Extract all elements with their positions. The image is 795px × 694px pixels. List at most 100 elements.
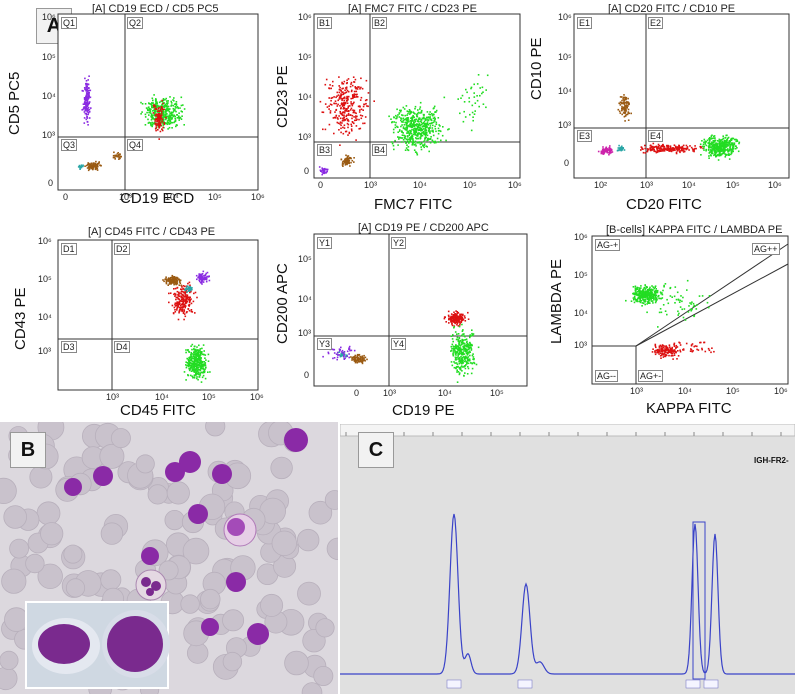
y-tick: 10⁴ [298,294,312,304]
plot-kappa-lambda: [B-cells] KAPPA FITC / LAMBDA PE LAMBDA … [528,222,795,420]
plot-title: [A] CD20 FITC / CD10 PE [608,3,736,15]
y-tick: 10³ [574,340,588,350]
y-tick: 0 [564,158,570,168]
x-axis-label: CD19 PE [392,402,455,419]
quadrant-label: AG+- [638,370,664,382]
x-axis-label: FMC7 FITC [374,196,453,213]
quadrant-label: B1 [317,17,333,29]
plot-cd20-cd10: [A] CD20 FITC / CD10 PE CD10 PE CD20 FIT… [528,0,795,213]
plot-cd19-cd200: [A] CD19 PE / CD200 APC CD200 APC CD19 P… [268,222,533,420]
x-axis-label: CD20 FITC [626,196,702,213]
plot-fmc7-cd23: [A] FMC7 FITC / CD23 PE CD23 PE FMC7 FIT… [268,0,533,213]
y-tick: 10⁴ [42,91,56,101]
y-tick: 10⁶ [38,236,52,246]
x-tick: 10³ [364,180,378,190]
x-tick: 10⁴ [682,180,696,190]
panel-b-label: B [10,432,46,468]
quadrant-label: B4 [372,144,388,156]
quadrant-label: E1 [577,17,593,29]
plot-cd19-cd5: [A] CD19 ECD / CD5 PC5 CD5 PC5 CD19 ECD … [0,0,265,210]
quadrant-label: B3 [317,144,333,156]
x-tick: 10⁶ [768,180,782,190]
x-tick: 10⁵ [490,388,504,398]
quadrant-label: Q4 [127,139,144,151]
x-tick: 10³ [383,388,397,398]
x-axis-label: CD45 FITC [120,402,196,419]
panel-a: A [A] CD19 ECD / CD5 PC5 CD5 PC5 CD19 EC… [0,0,795,420]
y-tick: 10⁵ [38,274,52,284]
x-tick: 10⁵ [726,180,740,190]
y-tick: 10³ [298,328,312,338]
scatter-plot [313,233,528,387]
scatter-plot [573,13,790,179]
x-tick: 10⁵ [208,192,222,202]
plot-title: [A] CD19 PE / CD200 APC [358,222,489,234]
quadrant-label: E3 [577,130,593,142]
y-tick: 10⁵ [42,52,56,62]
electropherogram [340,424,795,694]
quadrant-label: D3 [61,341,77,353]
scatter-plot [313,13,521,179]
x-tick: 10⁶ [251,192,265,202]
y-tick: 10³ [42,130,56,140]
y-tick: 10³ [298,132,312,142]
x-tick: 10⁶ [250,392,264,402]
x-tick: 10⁵ [463,180,477,190]
quadrant-label: Y2 [391,237,407,249]
quadrant-label: Y4 [391,338,407,350]
quadrant-label: E2 [648,17,664,29]
y-tick: 0 [304,370,310,380]
quadrant-label: D1 [61,243,77,255]
y-tick: 10³ [558,120,572,130]
x-tick: 10⁶ [508,180,522,190]
scatter-plot [57,13,259,191]
y-tick: 10⁶ [298,12,312,22]
quadrant-label: Q2 [127,17,144,29]
quadrant-label: AG-+ [595,239,621,251]
x-tick: 10⁴ [155,392,169,402]
x-tick: 10² [594,180,608,190]
quadrant-label: AG++ [752,243,780,255]
blood-smear-image [0,422,338,694]
panel-b-smear: B [0,422,338,694]
y-tick: 10⁵ [574,270,588,280]
y-tick: 0 [304,166,310,176]
y-tick: 10⁵ [298,254,312,264]
y-tick: 10⁴ [574,308,588,318]
plot-title: [B-cells] KAPPA FITC / LAMBDA PE [606,224,783,236]
x-tick: 10³ [119,192,133,202]
quadrant-label: D2 [114,243,130,255]
plot-title: [A] FMC7 FITC / CD23 PE [348,3,477,15]
y-tick: 10⁴ [38,312,52,322]
plot-title: [A] CD45 FITC / CD43 PE [88,226,216,238]
panel-c-label: C [358,432,394,468]
x-tick: 10⁵ [202,392,216,402]
x-tick: 10³ [106,392,120,402]
marker-label: IGH-FR2- [754,456,789,465]
quadrant-label: Y1 [317,237,333,249]
plot-cd45-cd43: [A] CD45 FITC / CD43 PE CD43 PE CD45 FIT… [0,222,265,420]
y-tick: 10⁶ [558,12,572,22]
x-tick: 10³ [640,180,654,190]
quadrant-label: D4 [114,341,130,353]
quadrant-label: Q3 [61,139,78,151]
y-tick: 10³ [38,346,52,356]
x-tick: 10⁴ [413,180,427,190]
y-tick: 10⁶ [42,12,56,22]
scatter-plot [57,239,259,391]
x-tick: 0 [63,192,69,202]
x-tick: 10⁴ [165,192,179,202]
quadrant-label: AG-- [595,370,618,382]
x-tick: 10⁵ [726,386,740,396]
x-tick: 10³ [630,386,644,396]
x-tick: 10⁴ [438,388,452,398]
y-tick: 10⁵ [558,52,572,62]
scatter-plot [591,235,789,385]
y-tick: 10⁶ [574,232,588,242]
x-tick: 0 [318,180,324,190]
x-axis-label: CD19 ECD [120,190,195,207]
y-tick: 10⁴ [298,92,312,102]
plot-title: [A] CD19 ECD / CD5 PC5 [92,3,219,15]
y-tick: 0 [48,178,54,188]
y-tick: 10⁴ [558,86,572,96]
